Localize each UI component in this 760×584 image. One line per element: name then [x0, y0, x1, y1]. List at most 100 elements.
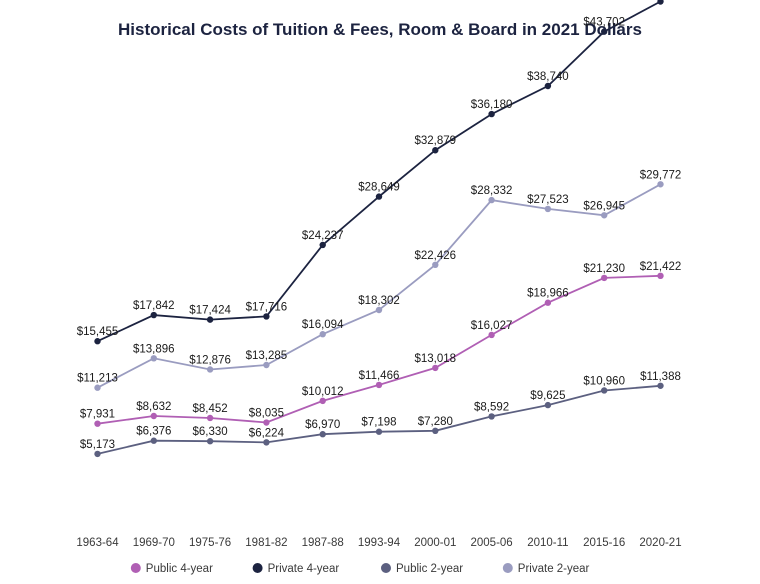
data-point	[601, 387, 608, 394]
x-tick-label: 2020-21	[639, 537, 681, 549]
x-tick-label: 1969-70	[133, 537, 175, 549]
x-tick-label: 1993-94	[358, 537, 401, 549]
data-label: $7,198	[361, 417, 396, 429]
data-label: $13,285	[246, 350, 288, 362]
data-label: $8,592	[474, 401, 509, 413]
data-label: $43,702	[583, 17, 625, 29]
data-point	[375, 306, 383, 314]
legend-label: Public 4-year	[146, 563, 213, 575]
data-label: $16,094	[302, 319, 344, 331]
data-point	[657, 272, 664, 280]
legend-marker	[381, 563, 391, 573]
data-point	[657, 181, 664, 188]
data-point	[94, 450, 101, 458]
data-point	[206, 414, 214, 422]
data-label: $11,388	[640, 371, 681, 383]
data-label: $7,931	[80, 409, 115, 421]
data-point	[657, 382, 664, 389]
data-point	[94, 338, 101, 345]
x-tick-label: 2005-06	[470, 537, 512, 549]
data-point	[375, 381, 383, 389]
data-label: $11,466	[359, 370, 400, 382]
series-line	[97, 183, 661, 389]
x-tick-label: 2010-11	[527, 537, 568, 549]
data-label: $28,649	[358, 182, 400, 194]
data-label: $10,960	[583, 375, 625, 387]
data-point	[263, 419, 270, 426]
data-point	[544, 205, 552, 213]
data-label: $24,237	[302, 230, 344, 242]
data-label: $8,632	[136, 401, 171, 413]
data-label: $8,452	[193, 403, 228, 415]
data-label: $10,012	[302, 386, 344, 398]
data-label: $27,523	[527, 194, 569, 206]
x-tick-label: 1975-76	[189, 537, 231, 549]
data-point	[544, 82, 552, 90]
data-labels: $7,931 $8,632 $8,452 $8,035 $10,012 $11,466 $1…	[77, 17, 682, 451]
chart-title: Historical Costs of Tuition & Fees, Room…	[118, 20, 642, 39]
data-label: $26,945	[583, 200, 625, 212]
legend-label: Private 4-year	[268, 563, 340, 575]
data-point	[601, 274, 608, 282]
data-point	[544, 401, 552, 409]
data-point	[544, 299, 552, 306]
data-label: $6,970	[305, 419, 340, 431]
data-point	[601, 28, 608, 35]
data-label: $17,716	[246, 301, 288, 313]
data-points	[94, 0, 664, 458]
data-point	[150, 437, 157, 444]
data-label: $6,376	[136, 426, 171, 438]
x-axis-ticks: 1963-64 1969-70 1975-76 1981-82 1987-88 1993-…	[76, 537, 681, 549]
data-point	[488, 110, 495, 118]
data-point	[206, 316, 214, 323]
data-label: $22,426	[415, 250, 457, 262]
x-tick-label: 2000-01	[414, 537, 456, 549]
data-point	[432, 427, 439, 435]
data-label: $11,213	[77, 373, 118, 385]
legend-label: Private 2-year	[518, 563, 590, 575]
data-point	[432, 147, 439, 154]
data-point	[319, 241, 326, 249]
data-label: $16,027	[471, 320, 513, 332]
data-point	[263, 361, 270, 369]
data-point	[488, 196, 495, 204]
data-label: $12,876	[189, 354, 231, 366]
x-tick-label: 1981-82	[245, 537, 287, 549]
data-point	[375, 428, 383, 435]
data-label: $17,842	[133, 300, 175, 312]
data-point	[150, 311, 157, 319]
data-point	[263, 439, 270, 446]
data-point	[488, 331, 495, 339]
data-label: $13,896	[133, 343, 175, 355]
data-point	[375, 193, 383, 200]
data-point	[206, 366, 214, 373]
x-tick-label: 1963-64	[76, 537, 119, 549]
legend-marker	[130, 563, 141, 573]
data-label: $38,740	[527, 71, 569, 83]
data-point	[206, 438, 214, 445]
data-point	[319, 331, 326, 338]
data-label: $13,018	[415, 353, 457, 365]
data-point	[94, 384, 101, 391]
data-point	[150, 412, 157, 420]
data-label: $36,180	[471, 99, 513, 111]
data-label: $21,422	[640, 261, 682, 273]
data-label: $28,332	[471, 185, 513, 197]
data-point	[319, 397, 326, 405]
data-point	[94, 420, 101, 427]
data-label: $15,455	[77, 326, 119, 338]
data-label: $7,280	[418, 416, 453, 428]
data-label: $6,224	[249, 427, 285, 439]
data-point	[150, 355, 157, 362]
data-label: $17,424	[189, 305, 231, 317]
data-point	[263, 313, 270, 320]
x-tick-label: 1987-88	[302, 537, 344, 549]
data-label: $9,625	[530, 390, 565, 402]
data-label: $32,879	[415, 135, 457, 147]
data-point	[432, 261, 439, 269]
data-point	[319, 431, 326, 438]
data-label: $18,966	[527, 288, 569, 300]
data-point	[432, 364, 439, 372]
legend-marker	[252, 563, 263, 573]
